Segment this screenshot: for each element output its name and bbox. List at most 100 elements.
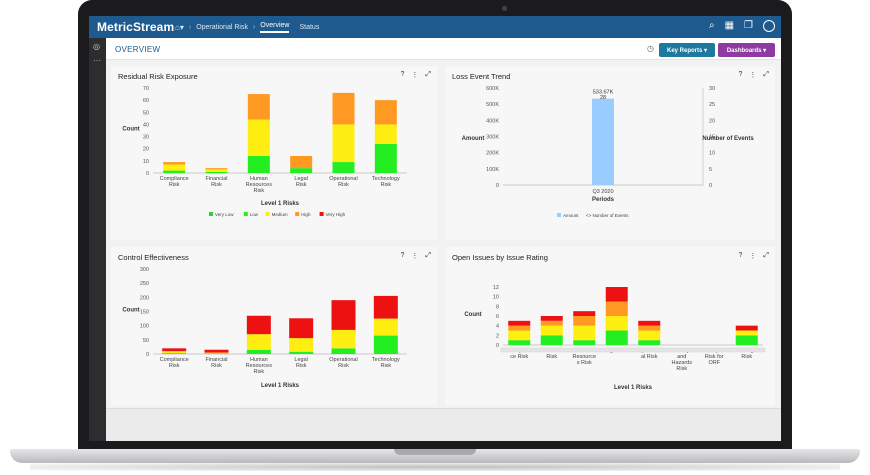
expand-icon[interactable]: ⤢	[425, 71, 431, 78]
bar-segment	[247, 94, 270, 120]
legend-swatch	[295, 212, 300, 216]
windows-icon[interactable]: ❐	[744, 20, 753, 31]
bar-segment	[331, 329, 356, 349]
legend-label: <> Number of Events	[586, 213, 629, 218]
x-tick-label: Risk	[380, 182, 391, 188]
x-axis-label: Level 1 Risks	[261, 201, 300, 207]
bar-segment	[508, 320, 531, 326]
bar-segment	[332, 162, 355, 173]
app-logo[interactable]: MetricStream	[97, 20, 175, 34]
more-options-icon[interactable]: ⋮	[749, 253, 757, 260]
dashboards-button[interactable]: Dashboards ▾	[718, 43, 775, 57]
key-reports-button[interactable]: Key Reports ▾	[659, 43, 715, 57]
y-tick-label: 100K	[486, 167, 499, 173]
bar-segment	[374, 143, 397, 173]
more-options-icon[interactable]: ⋮	[411, 253, 419, 260]
more-options-icon[interactable]: ⋮	[411, 72, 419, 79]
bar-segment	[163, 164, 186, 171]
bar-segment	[735, 330, 758, 336]
breadcrumb-status[interactable]: Status	[299, 24, 320, 31]
search-icon[interactable]: ⌕	[708, 20, 715, 31]
bar-segment	[205, 169, 228, 172]
x-tick-label: Resources	[246, 363, 273, 369]
top-navbar: MetricStream ⌂▾ › Operational Risk › Ove…	[89, 16, 781, 38]
x-tick-label: Risk	[211, 363, 222, 369]
x-tick-label: Risk	[741, 354, 752, 360]
bar-segment	[373, 318, 398, 336]
y-axis-label: Count	[122, 127, 139, 133]
y-tick-label: 400K	[486, 118, 499, 124]
bar-segment	[735, 335, 758, 345]
bar-segment	[247, 156, 270, 173]
x-tick-label: Risk	[380, 363, 391, 369]
expand-icon[interactable]: ⤢	[425, 252, 431, 259]
bar-segment	[540, 335, 563, 345]
bar-segment	[205, 171, 228, 173]
bar-segment	[540, 325, 563, 336]
x-tick-label: ce Risk	[510, 354, 528, 360]
y-tick-label: 600K	[486, 86, 499, 92]
page-header: OVERVIEW ◷ Key Reports ▾ Dashboards ▾	[106, 38, 781, 60]
x-tick-label: Compliance	[160, 176, 189, 182]
x-tick-label: Risk	[546, 354, 557, 360]
open-issues-chart: 024681012CountCompliance RiskFinancialRi…	[464, 285, 766, 391]
help-icon[interactable]: ?	[400, 252, 405, 259]
bar-segment	[246, 349, 271, 354]
y-tick-label: 100	[140, 324, 149, 330]
help-icon[interactable]: ?	[738, 252, 743, 259]
x-tick-label: Risk	[296, 363, 307, 369]
calendar-icon[interactable]: ▦	[724, 20, 735, 31]
breadcrumb-overview[interactable]: Overview	[260, 22, 290, 33]
bar-segment	[162, 351, 187, 354]
bar-segment	[204, 353, 229, 354]
y-tick-label: 0	[496, 343, 499, 349]
y-axis-label: Count	[122, 308, 139, 314]
legend-swatch	[265, 212, 270, 216]
expand-icon[interactable]: ⤢	[763, 252, 769, 259]
panel-toolbar: ? ⋮ ⤢	[738, 252, 769, 260]
help-icon[interactable]: ?	[400, 71, 405, 78]
avatar-icon[interactable]	[763, 20, 775, 32]
y-tick-label: 300K	[486, 135, 499, 141]
bar-segment	[289, 351, 314, 354]
home-icon[interactable]: ⌂▾	[175, 23, 184, 32]
legend-label: Very Low	[215, 212, 234, 217]
bar-segment	[735, 325, 758, 331]
bar-segment	[605, 316, 628, 331]
bar-segment	[290, 156, 313, 169]
y2-tick-label: 30	[709, 86, 715, 92]
bar-segment	[163, 170, 186, 173]
bar-segment	[374, 100, 397, 125]
control-effectiveness-panel: Control Effectiveness ? ⋮ ⤢ 0 50 100 150 200…	[111, 247, 437, 405]
bar-segment	[163, 162, 186, 165]
help-icon[interactable]: ?	[738, 71, 743, 78]
y-tick-label: 50	[143, 110, 149, 116]
expand-icon[interactable]: ⤢	[763, 71, 769, 78]
x-axis-label: Level 1 Risks	[614, 385, 653, 391]
y-tick-label: 20	[143, 147, 149, 153]
more-options-icon[interactable]: ⋮	[749, 72, 757, 79]
data-label-amount: 533.67K	[593, 90, 614, 96]
y-tick-label: 4	[496, 324, 499, 330]
x-tick-label: Hazards	[672, 360, 693, 366]
panel-title: Residual Risk Exposure	[118, 72, 198, 81]
bar-segment	[204, 349, 229, 353]
bar-segment	[162, 348, 187, 352]
loss-event-chart: 0 100K 200K 300K 400K 500K 600K 0 5 10 15 20 25 30 Amo…	[462, 86, 755, 218]
breadcrumb-operational-risk[interactable]: Operational Risk	[196, 24, 248, 31]
y-tick-label: 200K	[486, 151, 499, 157]
bar-segment	[331, 348, 356, 354]
open-issues-panel: Open Issues by Issue Rating ? ⋮ ⤢ 0 2 4 6 8 1…	[445, 247, 775, 405]
app-window: MetricStream ⌂▾ › Operational Risk › Ove…	[89, 16, 781, 441]
y2-tick-label: 0	[709, 183, 712, 189]
laptop-base	[10, 449, 860, 463]
y-tick-label: 40	[143, 122, 149, 128]
more-icon[interactable]: ···	[93, 56, 101, 65]
bar-segment	[573, 316, 596, 326]
y2-tick-label: 5	[709, 167, 712, 173]
palette-icon[interactable]: ◎	[93, 42, 100, 51]
clock-icon[interactable]: ◷	[647, 44, 654, 53]
bar-segment	[573, 311, 596, 316]
y-tick-label: 50	[143, 338, 149, 344]
bar-segment	[540, 320, 563, 326]
